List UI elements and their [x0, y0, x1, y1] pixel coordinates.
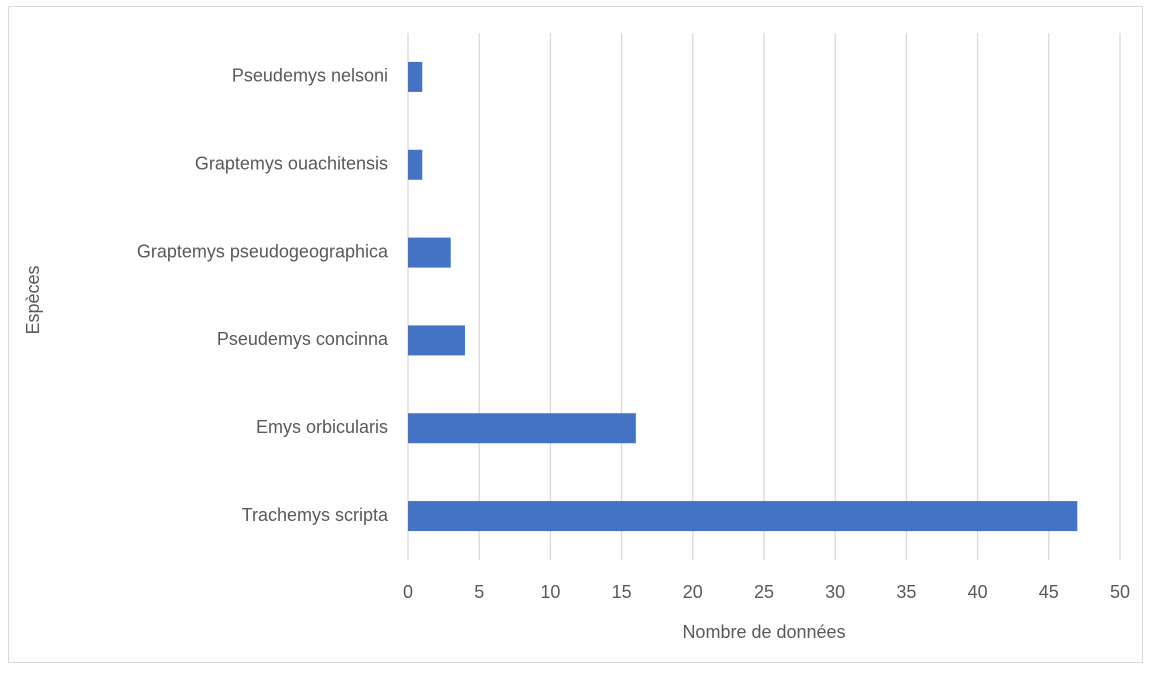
x-tick-label: 25	[754, 582, 774, 602]
x-tick-label: 10	[540, 582, 560, 602]
y-axis-label: Espèces	[23, 265, 43, 334]
y-tick-label: Pseudemys nelsoni	[232, 66, 388, 86]
bar	[408, 501, 1078, 532]
y-tick-label: Graptemys ouachitensis	[195, 154, 388, 174]
bar	[408, 413, 636, 444]
x-tick-label: 20	[683, 582, 703, 602]
x-tick-label: 5	[474, 582, 484, 602]
x-tick-label: 45	[1039, 582, 1059, 602]
bar	[408, 61, 423, 92]
chart-border	[8, 6, 1143, 663]
x-tick-label: 50	[1110, 582, 1130, 602]
x-tick-label: 35	[896, 582, 916, 602]
y-tick-label: Emys orbicularis	[256, 417, 388, 437]
bar	[408, 237, 451, 268]
y-tick-label: Trachemys scripta	[242, 505, 389, 525]
x-tick-label: 0	[403, 582, 413, 602]
bar	[408, 149, 423, 180]
x-tick-label: 40	[968, 582, 988, 602]
y-tick-label: Pseudemys concinna	[217, 329, 389, 349]
y-tick-label: Graptemys pseudogeographica	[137, 241, 389, 261]
bar	[408, 325, 465, 356]
x-tick-label: 15	[612, 582, 632, 602]
x-axis-label: Nombre de données	[682, 622, 845, 642]
x-tick-label: 30	[825, 582, 845, 602]
